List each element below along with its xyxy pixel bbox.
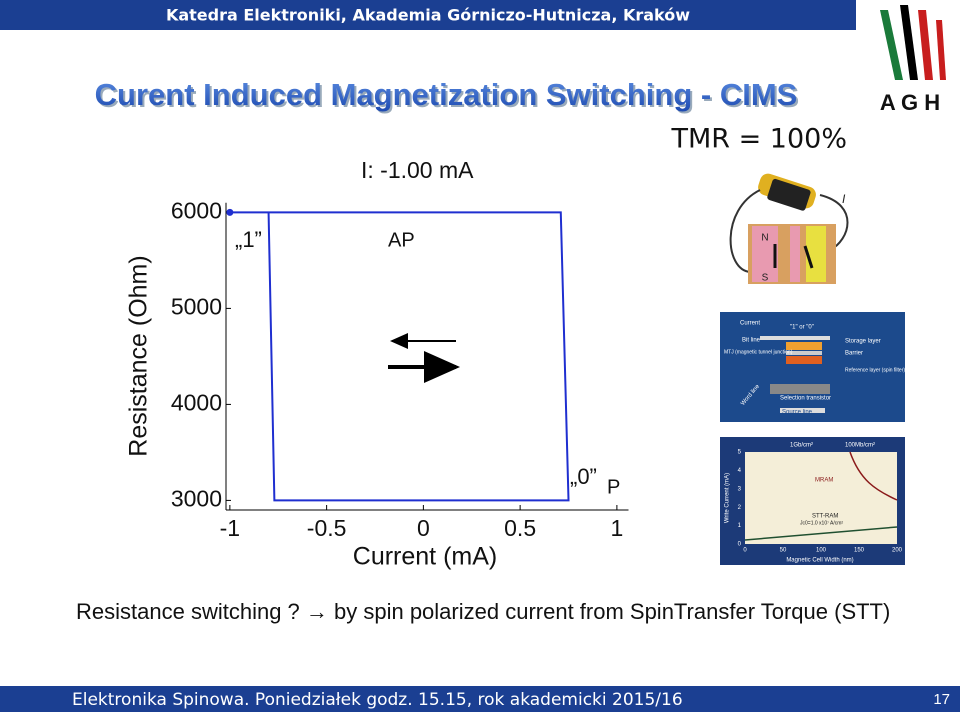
y-axis-label: Resistance (Ohm): [125, 255, 153, 456]
mtj-label: Reference layer (spin filter): [845, 367, 905, 373]
agh-logo: A G H: [880, 5, 946, 115]
footer-bar: [0, 686, 960, 712]
mtj-label: Bit line: [742, 338, 761, 344]
mini-curve: STT-RAM: [812, 514, 838, 520]
mini-y-tick: 5: [738, 450, 742, 456]
data-line: [229, 211, 570, 502]
header-bar: [0, 0, 856, 30]
y-tick-label: 6000: [171, 197, 222, 223]
mini-x-tick: 0: [743, 548, 747, 554]
x-tick-label: -1: [220, 515, 240, 541]
body-text: Resistance switching ? → by spin polariz…: [76, 599, 891, 624]
annotation: „0”: [570, 464, 597, 489]
mtj-label: Storage layer: [845, 339, 881, 345]
footer-page: 17: [933, 691, 950, 708]
tmr: TMR = 100%: [670, 124, 847, 155]
figure-magnet: I N S: [729, 173, 849, 284]
annotation: P: [607, 476, 620, 498]
mini-x-tick: 100: [816, 548, 827, 554]
magnet-s: S: [762, 273, 769, 284]
x-axis-label: Current (mA): [353, 543, 497, 571]
mini-y-label: Write Current (mA): [725, 473, 731, 523]
mini-y-tick: 3: [738, 486, 742, 492]
x-tick-label: 0.5: [504, 515, 536, 541]
logo-text: A G H: [880, 90, 940, 115]
x-tick-label: -0.5: [307, 515, 347, 541]
mini-note: Jc0=1.0 x10⁷ A/cm²: [800, 520, 843, 526]
title-shadow: Curent Induced Magnetization Switching -…: [97, 79, 800, 114]
mini-x-tick: 150: [854, 548, 865, 554]
figure-scaling: 1Gb/cm² 100Mb/cm² MRAM STT-RAM Jc0=1.0 x…: [720, 437, 905, 565]
mtj-label: "1" or "0": [790, 325, 814, 331]
mini-curve: MRAM: [815, 478, 833, 484]
mini-x-label: Magnetic Cell Width (nm): [786, 558, 853, 564]
mtj-label: Barrier: [845, 351, 863, 357]
mtj-label: Current: [740, 321, 760, 327]
mini-y-tick: 1: [738, 523, 742, 529]
y-tick-label: 4000: [171, 389, 222, 415]
mtj-label: Selection transistor: [780, 396, 831, 402]
annotation: AP: [388, 229, 415, 251]
x-tick-label: 1: [610, 515, 623, 541]
title: Curent Induced Magnetization Switching -…: [95, 77, 798, 112]
mini-y-tick: 0: [738, 542, 742, 548]
current-point: [226, 208, 234, 216]
x-tick-label: 0: [417, 515, 430, 541]
figure-mtj: Current "1" or "0" Bit line MTJ (magneti…: [720, 312, 905, 422]
battery-label: I: [842, 192, 846, 206]
mini-y-tick: 2: [738, 505, 742, 511]
mtj-label: Source line: [782, 410, 813, 416]
mini-top: 1Gb/cm²: [790, 443, 813, 449]
y-tick-label: 3000: [171, 485, 222, 511]
y-tick-label: 5000: [171, 293, 222, 319]
mini-x-tick: 200: [892, 548, 903, 554]
chart: -1 -0.5 0 0.5 1 3000 4000 5000 6000 Current (mA) R…: [125, 157, 629, 571]
mini-y-tick: 4: [738, 468, 742, 474]
magnet-n: N: [761, 233, 768, 244]
mini-top: 100Mb/cm²: [845, 443, 875, 449]
footer-course: Elektronika Spinowa. Poniedziałek godz. …: [72, 690, 683, 710]
annotation: I: -1.00 mA: [361, 157, 474, 183]
mtj-label: MTJ (magnetic tunnel junction): [724, 349, 793, 355]
institution: Katedra Elektroniki, Akademia Górniczo-H…: [166, 6, 690, 25]
annotation: „1”: [235, 227, 262, 252]
mini-x-tick: 50: [780, 548, 787, 554]
